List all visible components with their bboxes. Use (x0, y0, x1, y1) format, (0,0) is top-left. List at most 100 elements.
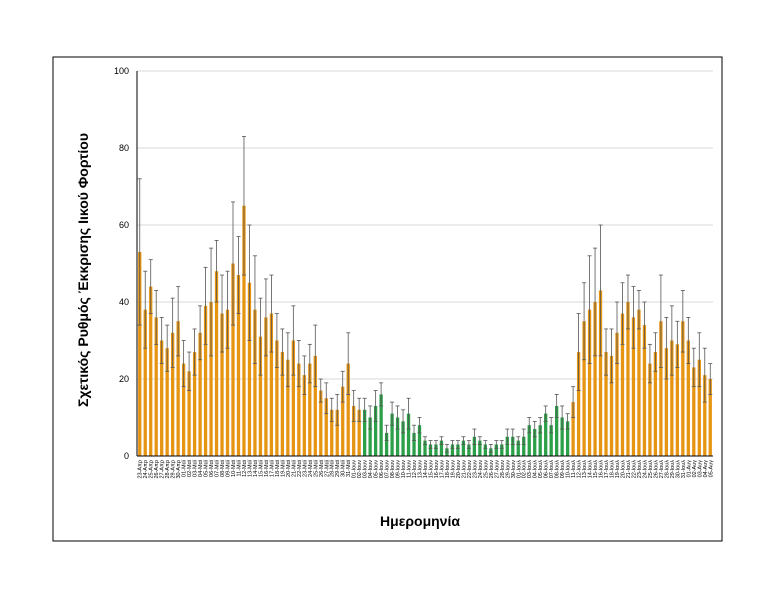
bar (708, 379, 712, 456)
bar (576, 352, 581, 456)
x-tick-label: 03-Αυγ (697, 460, 703, 478)
x-axis-label: Ημερομηνία (380, 513, 460, 529)
x-tick-label: 27-Μαϊ (324, 459, 330, 477)
error-bar (538, 417, 543, 434)
x-tick-label: 08-Ιουν (390, 460, 396, 479)
x-tick-label: 17-Μαϊ (269, 459, 275, 477)
error-bar (203, 266, 208, 345)
y-tick-label: 20 (119, 374, 129, 384)
error-bar (708, 363, 713, 395)
x-tick-label: 09-Μαϊ (226, 459, 232, 477)
x-tick-label: 30-Ιουν (511, 460, 517, 479)
error-bar (664, 316, 669, 380)
bar (500, 444, 504, 456)
bar (280, 352, 285, 456)
error-bar (302, 355, 307, 395)
x-tick-label: 30-Απρ (176, 460, 182, 479)
bar (308, 363, 312, 456)
error-bar (390, 401, 395, 426)
x-tick-label: 21-Ιουλ (626, 460, 632, 479)
error-bar (499, 440, 504, 449)
x-tick-label: 01-Ιουν (352, 460, 358, 479)
bar (642, 325, 647, 456)
bar (478, 440, 482, 456)
bar (587, 309, 592, 456)
x-tick-label: 28-Μαϊ (330, 459, 336, 477)
bar (154, 317, 158, 456)
error-bar (384, 424, 389, 442)
bar (297, 363, 301, 456)
bar (203, 305, 208, 456)
error-bar (379, 382, 384, 407)
error-bar (412, 424, 417, 442)
x-tick-label: 24-Απρ (143, 460, 149, 479)
error-bar (198, 305, 203, 361)
bar (675, 344, 679, 456)
x-tick-label: 24-Ιουλ (642, 460, 648, 479)
error-bar (483, 440, 488, 449)
x-tick-label: 28-Ιουν (500, 460, 506, 479)
error-bar (450, 440, 455, 449)
x-tick-label: 06-Μαϊ (209, 459, 215, 477)
bar (258, 336, 263, 456)
error-bar (192, 328, 197, 376)
x-tick-label: 15-Ιουν (428, 460, 434, 479)
error-bar (636, 290, 641, 330)
x-tick-label: 23-Μαϊ (302, 459, 308, 477)
bar (138, 251, 142, 456)
error-bar (428, 440, 433, 449)
x-tick-label: 03-Ιουλ (527, 460, 533, 479)
bar (165, 348, 169, 456)
x-tick-label: 10-Ιουν (401, 460, 407, 479)
bar (626, 302, 630, 456)
error-bar (466, 440, 471, 449)
bar (615, 332, 619, 456)
error-bar (280, 328, 285, 376)
bar (692, 367, 696, 456)
error-bar (225, 270, 230, 349)
bar (395, 417, 400, 456)
x-tick-label: 21-Μαϊ (291, 459, 297, 477)
bar (319, 390, 323, 456)
x-tick-label: 13-Μαϊ (247, 459, 253, 477)
error-bar (488, 444, 493, 453)
error-bar (247, 224, 252, 341)
error-bar (351, 390, 356, 422)
x-tick-label: 28-Απρ (165, 460, 171, 479)
bar (247, 282, 252, 456)
error-bar (587, 255, 592, 365)
bar (538, 425, 542, 456)
bar (187, 371, 191, 456)
error-bar (313, 324, 318, 388)
x-tick-label: 29-Ιουν (505, 460, 511, 479)
bar (357, 409, 361, 456)
error-bar (527, 417, 532, 434)
bar (686, 340, 690, 456)
x-tick-label: 30-Ιουλ (675, 460, 681, 479)
error-bar (340, 370, 345, 403)
bar (214, 271, 219, 456)
error-bar (214, 239, 219, 303)
bar (373, 405, 378, 456)
x-tick-label: 25-Μαϊ (313, 459, 319, 477)
error-bar (455, 440, 460, 449)
error-bar (571, 386, 576, 418)
bar (544, 413, 548, 456)
x-tick-label: 04-Ιουλ (533, 460, 539, 479)
error-bar (269, 274, 274, 353)
bar (516, 440, 520, 456)
x-tick-label: 02-Μαϊ (187, 459, 193, 477)
bar (160, 340, 164, 456)
bar (598, 290, 603, 456)
error-bar (187, 351, 192, 391)
error-bar (697, 332, 702, 388)
error-bar (653, 332, 658, 372)
bar (555, 405, 559, 456)
bar (406, 413, 411, 456)
error-bar (675, 320, 680, 368)
x-tick-label: 15-Ιουλ (593, 460, 599, 479)
error-bar (439, 436, 444, 445)
x-tick-label: 20-Ιουλ (620, 460, 626, 479)
error-bar (543, 405, 548, 422)
x-tick-label: 27-Ιουλ (659, 460, 665, 479)
